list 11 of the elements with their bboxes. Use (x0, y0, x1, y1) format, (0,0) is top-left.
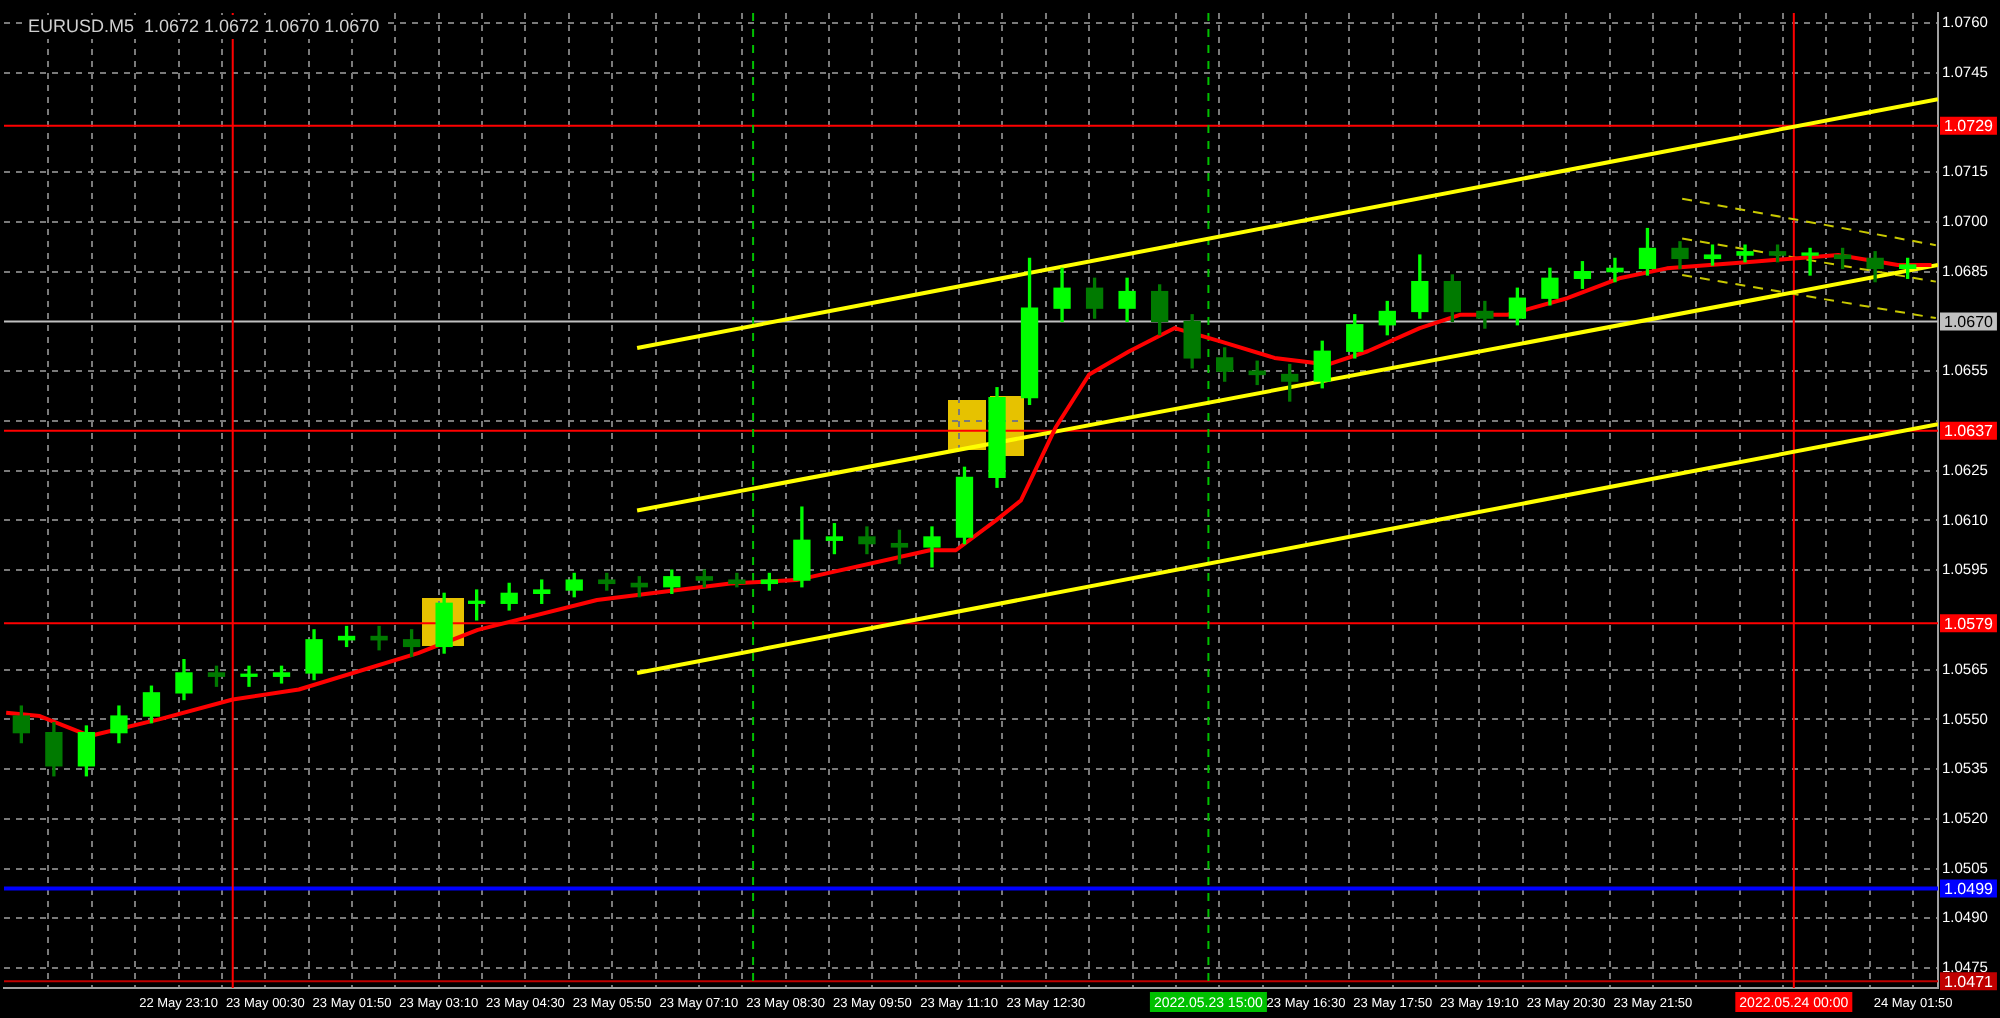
ref-line-label: 1.0499 (1944, 879, 1995, 898)
candlestick (1606, 257, 1624, 283)
candlestick (1801, 247, 1819, 276)
chart-title: EURUSD.M5 1.0672 1.0672 1.0670 1.0670 (28, 15, 380, 36)
ref-line-label: 1.0471 (1944, 972, 1995, 991)
ref-line-label: 1.0670 (1944, 312, 1995, 331)
ref-line-label: 1.0637 (1944, 422, 1995, 441)
ref-line-label: 1.0729 (1944, 117, 1995, 136)
candlestick (370, 625, 388, 651)
candlestick (240, 665, 258, 687)
ref-line-label: 1.0579 (1944, 614, 1995, 633)
